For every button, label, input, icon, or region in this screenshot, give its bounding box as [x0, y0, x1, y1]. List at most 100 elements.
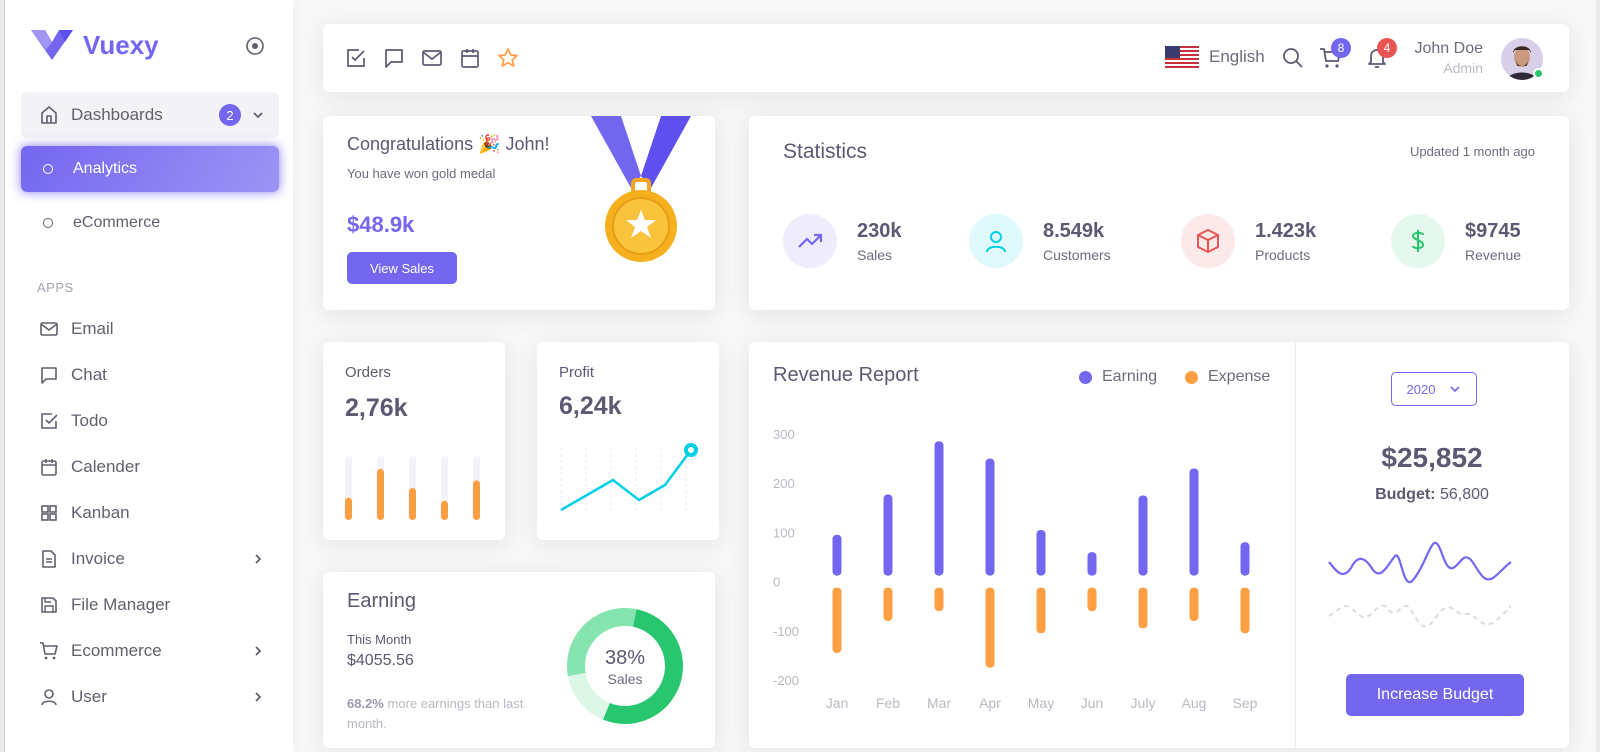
nav-group-dashboards[interactable]: Dashboards 2 — [21, 92, 279, 138]
trending-up-icon — [798, 233, 823, 248]
sidebar-item-invoice[interactable]: Invoice — [21, 538, 279, 580]
earning-period-label: This Month — [347, 632, 412, 647]
stat-label: Revenue — [1465, 246, 1522, 263]
language-selector[interactable]: English — [1165, 46, 1265, 68]
sidebar-item-label: Ecommerce — [71, 641, 162, 660]
y-tick-label: 0 — [773, 575, 780, 590]
star-icon[interactable] — [497, 47, 519, 69]
brand-name: Vuexy — [83, 29, 159, 60]
sidebar-item-label: Todo — [71, 411, 108, 430]
y-tick-label: 100 — [773, 525, 795, 540]
earning-note-text: more earnings than last month. — [347, 696, 524, 731]
sidebar-toggle-icon[interactable] — [245, 36, 265, 56]
stat-icon-wrap — [1391, 214, 1445, 268]
expense-bar — [832, 587, 842, 653]
chevron-down-icon — [253, 112, 263, 119]
x-tick-label: Jan — [826, 695, 849, 711]
legend-earning: Earning — [1079, 368, 1157, 386]
check-square-icon[interactable] — [345, 47, 367, 69]
circle-icon — [43, 218, 53, 228]
earning-bar — [1240, 542, 1250, 576]
notification-count-badge: 4 — [1377, 38, 1397, 58]
orders-card: Orders 2,76k — [323, 342, 505, 540]
avatar[interactable] — [1501, 38, 1543, 80]
year-dropdown[interactable]: 2020 — [1391, 372, 1477, 406]
mail-icon[interactable] — [421, 47, 443, 69]
sidebar-item-kanban[interactable]: Kanban — [21, 492, 279, 534]
statistics-updated: Updated 1 month ago — [1409, 144, 1535, 159]
calendar-icon[interactable] — [459, 47, 481, 69]
y-tick-label: -200 — [773, 673, 799, 688]
orders-bar — [377, 468, 384, 520]
sidebar-item-label: Invoice — [71, 549, 125, 568]
donut-segment-rest — [567, 608, 637, 677]
orders-bar — [345, 497, 352, 520]
congrats-subtitle: You have won gold medal — [347, 166, 496, 181]
home-icon — [41, 106, 57, 124]
sidebar: Vuexy Dashboards 2 Analytics eCommerce A… — [5, 0, 293, 752]
y-tick-label: 300 — [773, 427, 795, 442]
user-icon — [986, 231, 1006, 253]
sidebar-item-label: Analytics — [73, 160, 138, 177]
sidebar-item-calender[interactable]: Calender — [21, 446, 279, 488]
expense-bar — [883, 587, 893, 621]
brand[interactable]: Vuexy — [31, 28, 159, 62]
y-tick-label: -100 — [773, 624, 799, 639]
user-role: Admin — [1443, 60, 1483, 76]
earning-bar — [934, 441, 944, 576]
expense-bar — [1240, 587, 1250, 634]
sidebar-item-file-manager[interactable]: File Manager — [21, 584, 279, 626]
cart-count-badge: 8 — [1331, 38, 1351, 58]
mail-icon — [40, 322, 58, 336]
sidebar-item-user[interactable]: User — [21, 676, 279, 718]
sidebar-item-ecommerce[interactable]: Ecommerce — [21, 630, 279, 672]
language-label: English — [1209, 47, 1265, 66]
legend-expense: Expense — [1185, 368, 1270, 386]
sidebar-item-ecommerce-dashboard[interactable]: eCommerce — [21, 200, 279, 246]
sidebar-item-email[interactable]: Email — [21, 308, 279, 350]
congrats-amount: $48.9k — [347, 212, 415, 237]
calendar-icon — [41, 459, 57, 476]
stat-customers: 8.549k Customers — [969, 214, 1111, 268]
x-tick-label: July — [1131, 695, 1156, 711]
sidebar-item-analytics[interactable]: Analytics — [21, 146, 279, 192]
profit-end-point-inner — [688, 447, 694, 453]
expense-bar — [1189, 587, 1199, 621]
us-flag-icon — [1165, 46, 1199, 68]
sidebar-item-label: File Manager — [71, 595, 171, 614]
stat-icon-wrap — [969, 214, 1023, 268]
sidebar-item-todo[interactable]: Todo — [21, 400, 279, 442]
increase-budget-button[interactable]: Increase Budget — [1346, 674, 1524, 716]
dashboards-count-badge: 2 — [219, 104, 241, 126]
stat-value: $9745 — [1465, 219, 1521, 242]
stat-revenue: $9745 Revenue — [1391, 214, 1521, 268]
chevron-right-icon — [255, 692, 262, 702]
earning-card: Earning This Month $4055.56 68.2% more e… — [323, 572, 715, 748]
profit-line-chart — [560, 443, 698, 512]
earning-percent: 68.2% — [347, 696, 384, 711]
orders-title: Orders — [345, 364, 391, 381]
search-icon[interactable] — [1281, 46, 1305, 70]
box-icon — [1197, 229, 1219, 253]
legend-dot-earning — [1079, 370, 1092, 384]
revenue-divider — [1295, 342, 1296, 748]
earning-title: Earning — [347, 590, 416, 612]
stat-value: 8.549k — [1043, 219, 1105, 242]
y-tick-label: 200 — [773, 476, 795, 491]
section-label-apps: APPS — [37, 280, 74, 295]
chat-icon[interactable] — [383, 47, 405, 69]
sidebar-item-label: Calender — [71, 457, 140, 476]
x-tick-label: Feb — [876, 695, 900, 711]
congratulations-card: Congratulations 🎉 John! You have won gol… — [323, 116, 715, 310]
view-sales-button[interactable]: View Sales — [347, 252, 457, 284]
sidebar-item-chat[interactable]: Chat — [21, 354, 279, 396]
user-name[interactable]: John Doe — [1414, 40, 1484, 57]
x-tick-label: Aug — [1182, 695, 1207, 711]
profit-value: 6,24k — [559, 392, 622, 420]
chevron-down-icon — [1450, 386, 1461, 393]
statistics-title: Statistics — [783, 140, 868, 163]
orders-value: 2,76k — [345, 394, 408, 422]
vuexy-logo-icon — [31, 30, 73, 60]
donut-segment-sales — [603, 609, 683, 724]
profit-card: Profit 6,24k — [537, 342, 719, 540]
